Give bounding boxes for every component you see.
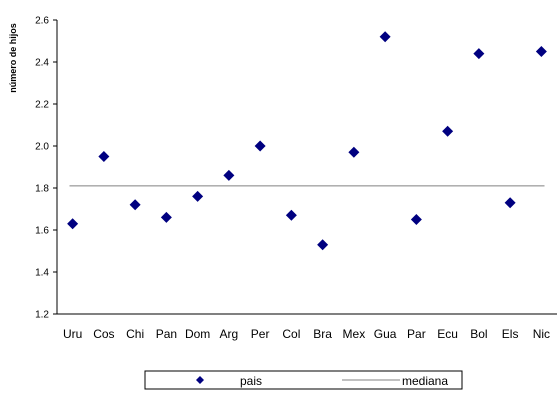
x-category-label: Par <box>407 327 426 341</box>
data-point-els <box>504 197 516 209</box>
x-category-label: Col <box>282 327 300 341</box>
legend: pais mediana <box>144 370 463 390</box>
x-category-label: Per <box>251 327 270 341</box>
data-point-ecu <box>442 125 454 137</box>
y-tick-label: 2.2 <box>35 100 49 111</box>
y-tick-label: 1.6 <box>35 226 49 237</box>
data-point-uru <box>67 218 79 230</box>
x-categories: Uru Cos Chi Pan Dom Arg Per Col Bra Mex Gua Par Ecu B… <box>63 327 550 341</box>
y-axis-title-group: número de hijos <box>8 23 18 93</box>
x-category-label: Dom <box>185 327 210 341</box>
x-category-label: Gua <box>374 327 397 341</box>
legend-diamond-marker <box>196 376 204 384</box>
y-axis-title: número de hijos <box>8 23 18 93</box>
y-tick-label: 2.4 <box>35 58 49 69</box>
x-category-label: Cos <box>93 327 114 341</box>
axes <box>56 20 557 315</box>
x-category-label: Bra <box>313 327 332 341</box>
x-category-label: Mex <box>343 327 366 341</box>
data-point-gua <box>379 31 391 43</box>
data-point-chi <box>129 199 141 211</box>
x-category-label: Bol <box>470 327 487 341</box>
data-point-par <box>410 214 422 225</box>
y-tick-label: 2.6 <box>35 16 49 27</box>
data-point-arg <box>223 169 235 181</box>
y-ticks: 1.2 1.4 1.6 1.8 2.0 2.2 2.4 2.6 <box>35 16 57 321</box>
data-point-cos <box>98 151 110 162</box>
data-point-nic <box>535 46 547 57</box>
data-point-dom <box>192 190 204 202</box>
x-category-label: Els <box>502 327 519 341</box>
data-point-bra <box>317 239 329 251</box>
data-point-per <box>254 140 266 152</box>
data-point-bol <box>473 48 485 60</box>
x-category-label: Uru <box>63 327 82 341</box>
data-point-col <box>285 209 297 221</box>
x-category-label: Nic <box>533 327 550 341</box>
data-point-pan <box>160 211 172 223</box>
x-category-label: Arg <box>220 327 239 341</box>
y-tick-label: 1.4 <box>35 268 49 279</box>
y-tick-label: 1.8 <box>35 184 49 195</box>
legend-box <box>144 370 463 390</box>
y-tick-label: 2.0 <box>35 142 49 153</box>
x-category-label: Pan <box>156 327 177 341</box>
data-point-mex <box>348 146 360 158</box>
x-category-label: Ecu <box>437 327 458 341</box>
legend-label-pais: pais <box>240 374 262 388</box>
legend-label-mediana: mediana <box>402 374 448 388</box>
y-tick-label: 1.2 <box>35 310 49 321</box>
data-points <box>67 31 547 251</box>
x-category-label: Chi <box>126 327 144 341</box>
